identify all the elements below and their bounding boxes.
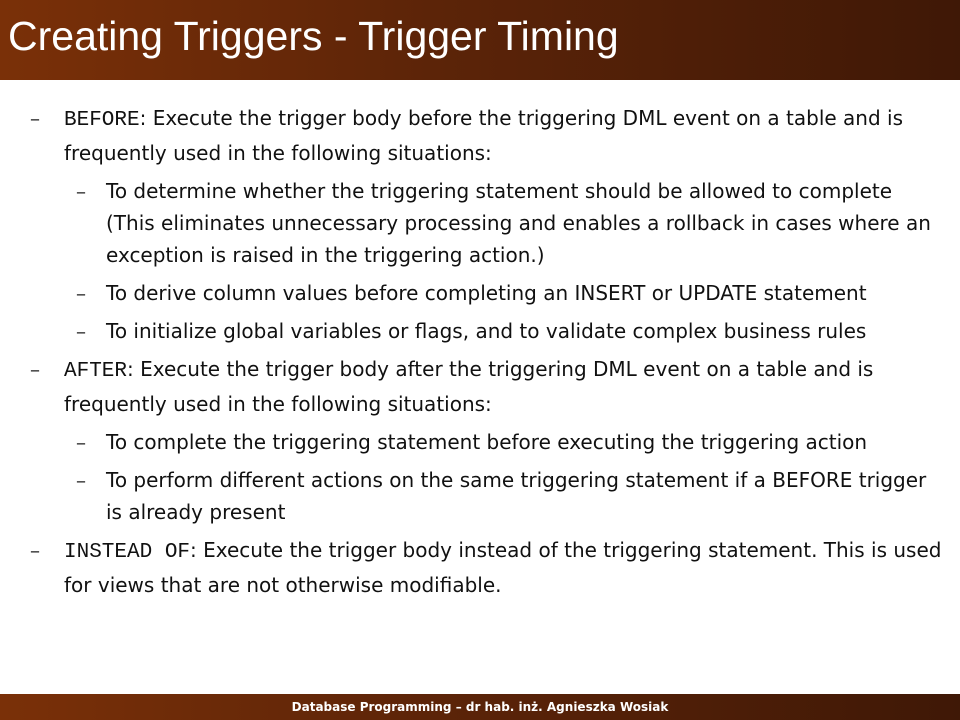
sub-bullet-text: To perform different actions on the same… [106, 468, 927, 524]
footer: Database Programming – dr hab. inż. Agni… [0, 694, 960, 720]
sub-bullet-text: To complete the triggering statement bef… [106, 430, 868, 454]
title-bar: Creating Triggers - Trigger Timing [0, 0, 960, 80]
sub-bullet-text: To initialize global variables or flags,… [106, 319, 867, 343]
slide-title: Creating Triggers - Trigger Timing [8, 13, 619, 59]
slide-content: – BEFORE: Execute the trigger body befor… [0, 102, 960, 601]
bullet-dash: – [76, 179, 86, 203]
bullet-dash: – [30, 357, 40, 381]
sub-bullet-text: To derive column values before completin… [106, 281, 867, 305]
bullet-text: : Execute the trigger body after the tri… [64, 357, 874, 416]
sub-bullet: – To initialize global variables or flag… [0, 315, 936, 347]
bullet-dash: – [30, 106, 40, 130]
sub-bullet: – To derive column values before complet… [0, 277, 936, 309]
bullet-dash: – [76, 281, 86, 305]
sub-bullet: – To perform different actions on the sa… [0, 464, 936, 528]
sub-bullet: – To complete the triggering statement b… [0, 426, 936, 458]
keyword-after: AFTER [64, 360, 128, 383]
bullet-text: : Execute the trigger body instead of th… [64, 538, 942, 597]
bullet-after: – AFTER: Execute the trigger body after … [0, 353, 944, 420]
bullet-dash: – [76, 430, 86, 454]
bullet-instead-of: – INSTEAD OF: Execute the trigger body i… [0, 534, 944, 601]
sub-bullet-text: To determine whether the triggering stat… [106, 179, 931, 267]
keyword-before: BEFORE [64, 109, 140, 132]
bullet-before: – BEFORE: Execute the trigger body befor… [0, 102, 944, 169]
keyword-instead-of: INSTEAD OF [64, 541, 191, 564]
bullet-text: : Execute the trigger body before the tr… [64, 106, 904, 165]
bullet-dash: – [76, 319, 86, 343]
sub-bullet: – To determine whether the triggering st… [0, 175, 936, 271]
bullet-dash: – [30, 538, 40, 562]
bullet-dash: – [76, 468, 86, 492]
